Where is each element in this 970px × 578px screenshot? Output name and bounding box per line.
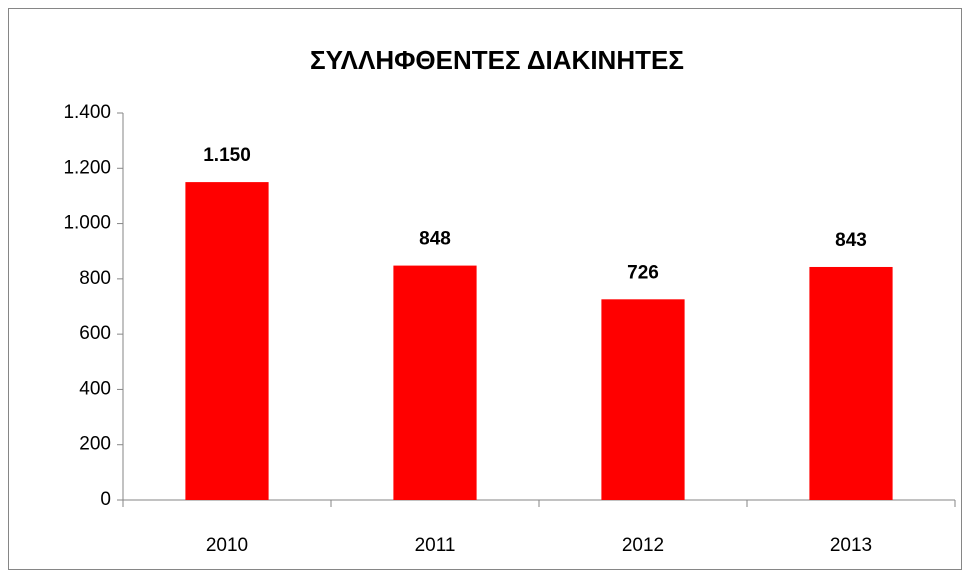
bar (601, 299, 685, 500)
y-tick-label: 1.400 (63, 102, 111, 123)
bar (185, 182, 269, 500)
data-label: 843 (835, 230, 867, 251)
y-tick-label: 600 (79, 323, 111, 344)
y-tick-label: 400 (79, 378, 111, 399)
y-tick-label: 1.000 (63, 213, 111, 234)
x-tick-label: 2011 (415, 535, 456, 556)
x-tick-label: 2010 (206, 535, 248, 556)
chart-frame (8, 8, 962, 570)
y-tick-label: 0 (100, 489, 111, 510)
x-tick-label: 2013 (830, 535, 872, 556)
bar (393, 265, 477, 500)
data-label: 1.150 (203, 145, 251, 166)
chart-title: ΣΥΛΛΗΦΘΕΝΤΕΣ ΔΙΑΚΙΝΗΤΕΣ (310, 45, 684, 75)
y-tick-label: 800 (79, 268, 111, 289)
y-tick-label: 200 (79, 434, 111, 455)
data-label: 848 (419, 229, 451, 250)
bar (809, 266, 893, 500)
data-label: 726 (627, 262, 659, 283)
y-tick-label: 1.200 (63, 157, 111, 178)
x-tick-label: 2012 (622, 535, 664, 556)
